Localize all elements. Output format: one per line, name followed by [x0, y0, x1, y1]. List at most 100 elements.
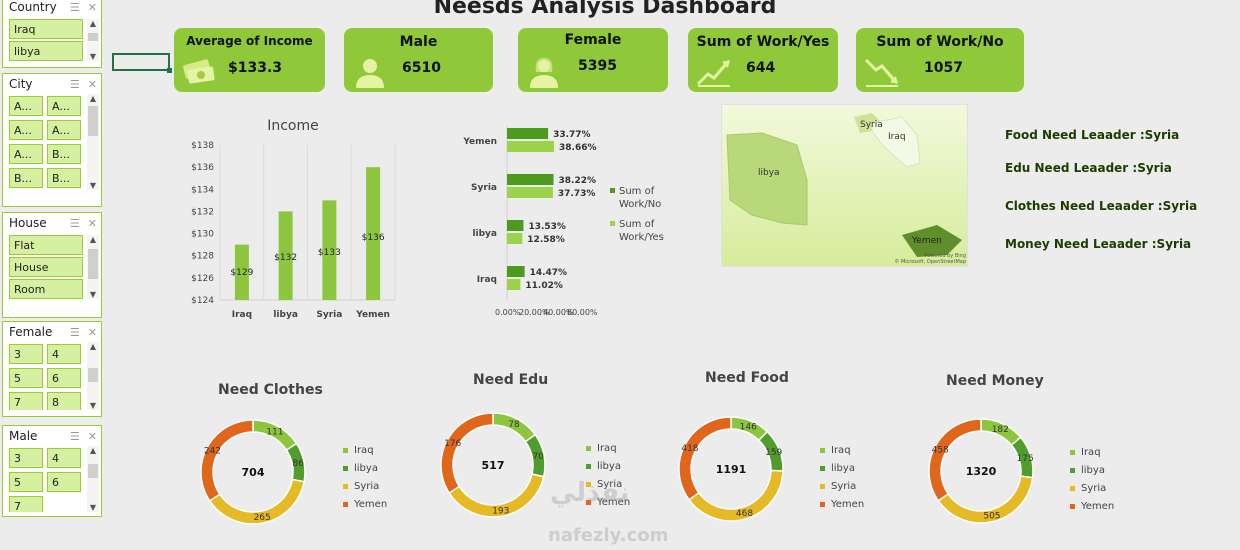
data-label: $136 — [362, 233, 385, 243]
selected-cell[interactable] — [112, 53, 172, 73]
bar[interactable] — [507, 233, 523, 244]
slicer-item[interactable]: 6 — [47, 472, 81, 492]
slicer-house: House ☰ ✕ Flat House Room ▲ ▼ — [2, 212, 102, 318]
multi-select-icon[interactable]: ☰ — [69, 216, 80, 230]
slicer-item[interactable]: 8 — [47, 392, 81, 410]
map-label-iraq: Iraq — [888, 132, 906, 142]
clear-filter-icon[interactable]: ✕ — [87, 325, 97, 339]
bar[interactable] — [322, 200, 337, 300]
legend-label: libya — [354, 462, 378, 474]
kpi-card-male: Male 6510 — [344, 28, 493, 92]
slice-label: 175 — [1017, 454, 1034, 464]
slicer-item[interactable]: 5 — [9, 368, 43, 388]
bar[interactable] — [507, 174, 554, 185]
scrollbar[interactable]: ▲ ▼ — [87, 342, 99, 410]
scrollbar[interactable]: ▲ ▼ — [87, 446, 99, 512]
slicer-item[interactable]: B... — [47, 144, 81, 164]
donut-chart: 146 159 468 418 1191 — [678, 416, 784, 522]
bar[interactable] — [507, 266, 525, 277]
bar[interactable] — [507, 187, 553, 198]
slicer-male: Male ☰ ✕ 3 4 5 6 7 ▲ ▼ — [2, 425, 102, 517]
donut-slice[interactable] — [678, 416, 732, 501]
income-chart: Income $124 $126 $128 $130 $132 $134 $136 $138 $… — [191, 118, 396, 320]
kpi-label: Sum of Work/No — [876, 34, 1004, 50]
scrollbar[interactable]: ▲ ▼ — [87, 19, 99, 61]
slicer-item[interactable]: B... — [9, 168, 43, 188]
multi-select-icon[interactable]: ☰ — [69, 325, 80, 339]
multi-select-icon[interactable]: ☰ — [69, 429, 80, 443]
bar[interactable] — [507, 128, 549, 139]
bar[interactable] — [507, 220, 524, 231]
category-label: Yemen — [462, 137, 497, 147]
slicer-item[interactable]: A... — [47, 96, 81, 116]
slicer-item-house[interactable]: House — [9, 257, 83, 277]
legend-label: Syria — [831, 480, 857, 492]
donut-title: Need Edu — [473, 372, 549, 388]
legend-item: Syria — [1070, 479, 1114, 497]
slicer-item[interactable]: B... — [47, 168, 81, 188]
clear-filter-icon[interactable]: ✕ — [87, 429, 97, 443]
slicer-item-room[interactable]: Room — [9, 279, 83, 299]
slicer-item[interactable]: 3 — [9, 344, 43, 364]
kpi-label: Female — [564, 32, 622, 48]
clear-filter-icon[interactable]: ✕ — [87, 216, 97, 230]
slicer-item[interactable]: 4 — [47, 448, 81, 468]
legend-item: Yemen — [343, 495, 387, 513]
donut-slice[interactable] — [440, 412, 494, 495]
bar[interactable] — [366, 167, 381, 300]
donut-chart: 111 86 265 242 704 — [200, 419, 306, 525]
trend-up-icon — [696, 60, 730, 87]
work-chart: Yemen 33.77% 38.66% Syria 38.22% 37.73% libya 1… — [462, 126, 664, 317]
legend-swatch — [1070, 503, 1075, 509]
data-label: $129 — [230, 268, 253, 278]
slicer-item[interactable]: 4 — [47, 344, 81, 364]
donut-legend: Iraq libya Syria Yemen — [586, 439, 630, 511]
category-label: libya — [472, 229, 497, 239]
legend-label: libya — [597, 460, 621, 472]
country-map[interactable]: libya Syria Iraq Yemen Powered by Bing ©… — [721, 104, 968, 267]
legend-label: Sum of — [619, 186, 655, 197]
bar[interactable] — [507, 279, 521, 290]
slice-label: 159 — [765, 448, 782, 458]
slicer-item[interactable]: 7 — [9, 496, 43, 512]
slicer-female: Female ☰ ✕ 3 4 5 6 7 8 ▲ ▼ — [2, 321, 102, 417]
legend-item: Syria — [343, 477, 387, 495]
bar[interactable] — [278, 211, 293, 300]
donut-slice[interactable] — [200, 419, 254, 502]
slicer-item[interactable]: 7 — [9, 392, 43, 410]
scrollbar[interactable]: ▲ ▼ — [87, 94, 99, 190]
clear-filter-icon[interactable]: ✕ — [87, 0, 97, 14]
clear-filter-icon[interactable]: ✕ — [87, 77, 97, 91]
leader-food: Food Need Leaader :Syria — [1005, 128, 1180, 142]
slicer-item-iraq[interactable]: Iraq — [9, 19, 83, 39]
legend-item: libya — [1070, 461, 1114, 479]
slicer-item[interactable]: 5 — [9, 472, 43, 492]
slicer-title: House — [9, 216, 47, 230]
multi-select-icon[interactable]: ☰ — [69, 0, 80, 14]
legend-label: Syria — [354, 480, 380, 492]
bar[interactable] — [234, 244, 249, 300]
donut-slice[interactable] — [928, 418, 982, 502]
bar[interactable] — [507, 141, 555, 152]
slicer-item[interactable]: A... — [9, 120, 43, 140]
female-user-icon — [530, 58, 558, 88]
multi-select-icon[interactable]: ☰ — [69, 77, 80, 91]
slicer-item[interactable]: A... — [47, 120, 81, 140]
scrollbar[interactable]: ▲ ▼ — [87, 235, 99, 299]
category-label: Syria — [471, 183, 497, 193]
slice-label: 111 — [266, 428, 283, 438]
kpi-value: $133.3 — [228, 60, 283, 76]
slicer-item-flat[interactable]: Flat — [9, 235, 83, 255]
slicer-item[interactable]: A... — [9, 96, 43, 116]
slicer-item-libya[interactable]: libya — [9, 41, 83, 61]
slicer-item[interactable]: 3 — [9, 448, 43, 468]
slicer-item[interactable]: A... — [9, 144, 43, 164]
map-attribution: Powered by Bing — [924, 253, 966, 259]
slicer-title: Male — [9, 429, 38, 443]
legend-swatch — [343, 483, 348, 489]
donut-total: 704 — [242, 466, 265, 479]
legend-item: Yemen — [1070, 497, 1114, 515]
kpi-label: Average of Income — [186, 34, 313, 48]
legend-item: Iraq — [343, 441, 387, 459]
slicer-item[interactable]: 6 — [47, 368, 81, 388]
